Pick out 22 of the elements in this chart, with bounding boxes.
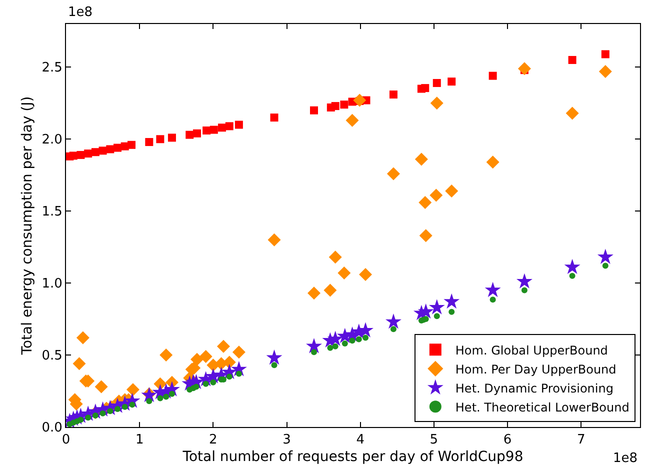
x-tick-label: 1 — [135, 432, 144, 448]
y-tick-label: 0.0 — [42, 420, 62, 436]
y-tick-label: 0.5 — [42, 348, 62, 364]
x-tick-label: 0 — [62, 432, 70, 448]
x-tick-label: 4 — [356, 432, 364, 448]
x-tick-label: 2 — [209, 432, 218, 448]
x-tick-label: 7 — [576, 432, 586, 448]
y-axis-title: Total energy consumption per day (J) — [19, 96, 36, 356]
legend-label: Hom. Global UpperBound — [455, 343, 608, 358]
legend-label: Het. Dynamic Provisioning — [455, 381, 614, 396]
text: 1e8 — [613, 451, 638, 466]
y-tick-label: 2.5 — [42, 60, 62, 76]
y-tick-label: 1.5 — [42, 204, 62, 220]
y-tick-label: 2.0 — [42, 132, 62, 148]
y-tick-label: 1.0 — [42, 276, 62, 292]
legend-label: Hom. Per Day UpperBound — [455, 362, 616, 376]
x-tick-label: 5 — [430, 432, 438, 448]
legend-label: Het. Theoretical LowerBound — [455, 400, 630, 414]
x-tick-label: 6 — [503, 432, 512, 448]
text: 1e8 — [68, 5, 93, 20]
x-axis-title: Total number of requests per day of WorldCup98 — [182, 448, 524, 465]
x-tick-label: 3 — [282, 432, 291, 448]
